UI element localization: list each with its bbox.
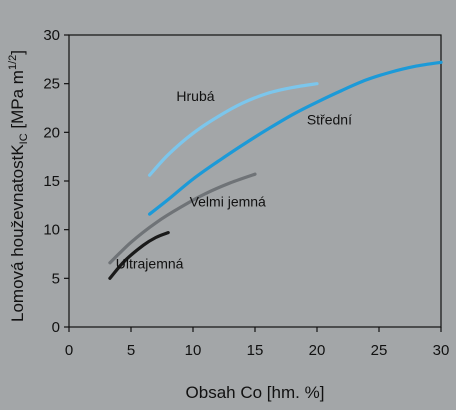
x-tick-label: 20 — [309, 342, 326, 359]
y-axis-label-unit-close: ] — [8, 50, 27, 55]
series-line-hruba — [148, 82, 319, 177]
y-tick-label: 0 — [52, 319, 60, 336]
y-axis-label-unit-exponent: 1/2 — [7, 55, 19, 70]
y-tick-label: 5 — [52, 270, 60, 287]
y-tick-label: 10 — [43, 222, 60, 239]
series-label-ultrajemna: Ultrajemná — [116, 256, 184, 272]
x-tick-label: 25 — [371, 342, 388, 359]
y-tick-label: 20 — [43, 124, 60, 141]
series-line-stredni — [148, 60, 443, 216]
y-axis-label-symbol: K — [8, 144, 27, 156]
series-label-layer: Hrubá Střední Velmi jemná Ultrajemná — [116, 88, 352, 271]
tick-layer: 0 5 10 15 20 25 30 0 5 10 15 20 25 30 — [43, 27, 449, 359]
x-tick-label: 15 — [247, 342, 264, 359]
x-tick-label: 5 — [127, 342, 135, 359]
series-label-velmi-jemna: Velmi jemná — [190, 193, 266, 209]
series-line-velmi-jemna — [108, 172, 257, 265]
plot-area — [68, 34, 442, 328]
series-layer — [108, 60, 443, 280]
y-axis-label-unit: [MPa m — [8, 70, 27, 133]
y-tick-label: 30 — [43, 27, 60, 44]
x-tick-label: 30 — [433, 342, 450, 359]
series-label-hruba: Hrubá — [176, 88, 214, 104]
y-axis-label: Lomová houževnatostKIC [MPa m1/2] — [7, 50, 30, 322]
y-axis-label-main: Lomová houževnatost — [8, 155, 27, 322]
series-label-stredni: Střední — [307, 112, 352, 128]
x-tick-label: 10 — [185, 342, 202, 359]
y-axis-label-subscript: IC — [18, 133, 30, 144]
x-tick-label: 0 — [65, 342, 73, 359]
y-tick-label: 15 — [43, 173, 60, 190]
x-axis-label: Obsah Co [hm. %] — [186, 383, 325, 402]
y-tick-label: 25 — [43, 76, 60, 93]
series-line-ultrajemna — [108, 231, 170, 280]
